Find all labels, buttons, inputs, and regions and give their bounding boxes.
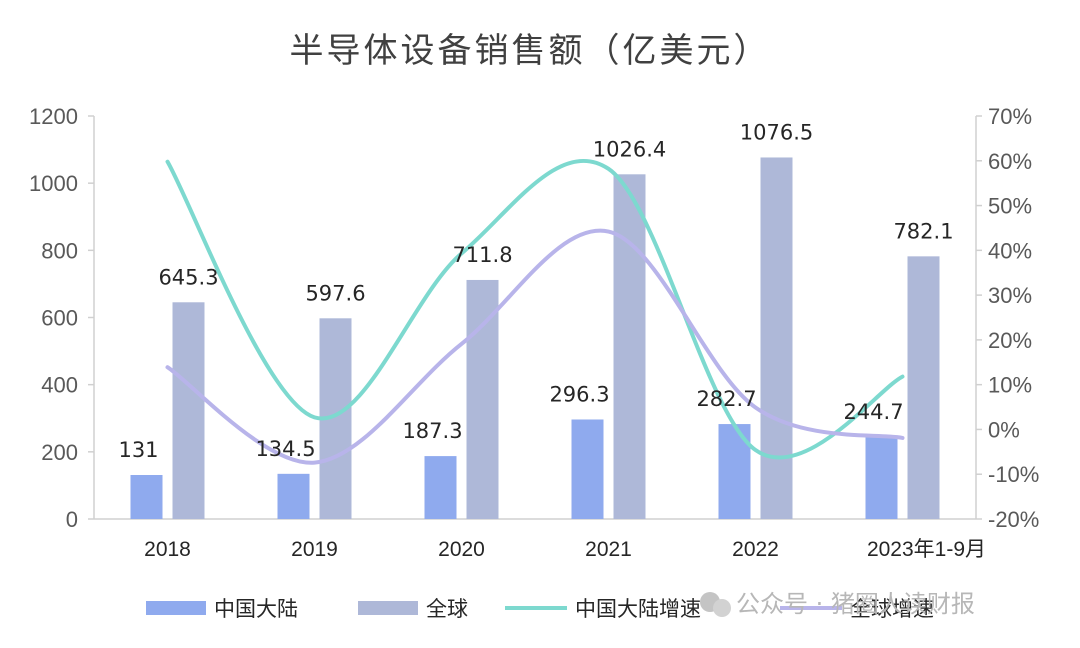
bar-global — [172, 302, 205, 519]
data-label-global: 597.6 — [305, 281, 365, 305]
bars — [130, 157, 940, 520]
x-tick-labels: 2018 2019 2020 2021 2022 2023年1-9月 — [144, 538, 986, 561]
x-tick-label: 2023年1-9月 — [867, 538, 986, 561]
bar-global — [613, 174, 646, 519]
bar-global — [760, 157, 793, 520]
right-tick-label: 70% — [988, 104, 1032, 129]
right-tick-label: 0% — [988, 417, 1020, 442]
bar-global — [466, 279, 499, 519]
watermark: 公众号 · 猪圈人读财报 — [700, 590, 975, 618]
x-tick-label: 2019 — [291, 538, 338, 561]
legend-label: 中国大陆 — [214, 597, 298, 621]
left-tick-label: 200 — [41, 440, 78, 465]
data-label-global: 645.3 — [158, 265, 218, 289]
bar-china — [571, 419, 604, 519]
chart-title: 半导体设备销售额（亿美元） — [290, 31, 771, 71]
legend-swatch — [358, 601, 418, 615]
data-label-global: 1026.4 — [593, 137, 666, 161]
right-tick-label: 40% — [988, 238, 1032, 263]
right-tick-label: 60% — [988, 149, 1032, 174]
wechat-icon — [700, 592, 731, 617]
data-label-global: 1076.5 — [740, 120, 813, 144]
x-tick-label: 2018 — [144, 538, 191, 561]
right-tick-label: 30% — [988, 283, 1032, 308]
left-tick-label: 600 — [41, 306, 78, 331]
line-global-growth — [165, 228, 905, 465]
line-china-growth — [165, 159, 905, 460]
right-tick-label: 10% — [988, 373, 1032, 398]
data-label-global: 782.1 — [893, 219, 953, 243]
axes: 0 200 400 600 800 1000 1200 -20% -10% 0% 10% 20% 30%… — [29, 104, 1039, 532]
right-tick-label: -10% — [988, 462, 1039, 487]
x-tick-label: 2022 — [732, 538, 779, 561]
x-tick-label: 2021 — [585, 538, 632, 561]
lines — [165, 159, 905, 465]
data-label-china: 282.7 — [696, 387, 756, 411]
bar-china — [130, 475, 163, 519]
bar-global — [907, 256, 940, 519]
left-tick-label: 1200 — [29, 104, 78, 129]
data-label-china: 134.5 — [255, 437, 315, 461]
legend-label: 中国大陆增速 — [575, 597, 701, 621]
legend-label: 全球增速 — [850, 597, 934, 621]
data-label-china: 296.3 — [549, 382, 609, 406]
left-tick-label: 400 — [41, 373, 78, 398]
legend-swatch — [146, 601, 206, 615]
data-label-china: 187.3 — [402, 419, 462, 443]
bar-china — [865, 436, 898, 519]
left-tick-label: 1000 — [29, 171, 78, 196]
watermark-text: 公众号 · 猪圈人读财报 — [736, 590, 975, 618]
x-tick-label: 2020 — [438, 538, 485, 561]
right-tick-label: 20% — [988, 328, 1032, 353]
legend: 中国大陆 全球 中国大陆增速 全球增速 — [146, 597, 934, 621]
data-labels: 131 645.3 134.5 597.6 187.3 711.8 296.3 1026.4 2… — [118, 120, 953, 462]
right-tick-label: -20% — [988, 507, 1039, 532]
data-label-china: 131 — [118, 438, 158, 462]
legend-label: 全球 — [426, 597, 468, 621]
bar-china — [277, 473, 310, 519]
data-label-global: 711.8 — [452, 243, 512, 267]
bar-china — [424, 456, 457, 519]
left-tick-label: 0 — [66, 507, 78, 532]
left-tick-label: 800 — [41, 238, 78, 263]
data-label-china: 244.7 — [843, 400, 903, 424]
right-tick-label: 50% — [988, 194, 1032, 219]
